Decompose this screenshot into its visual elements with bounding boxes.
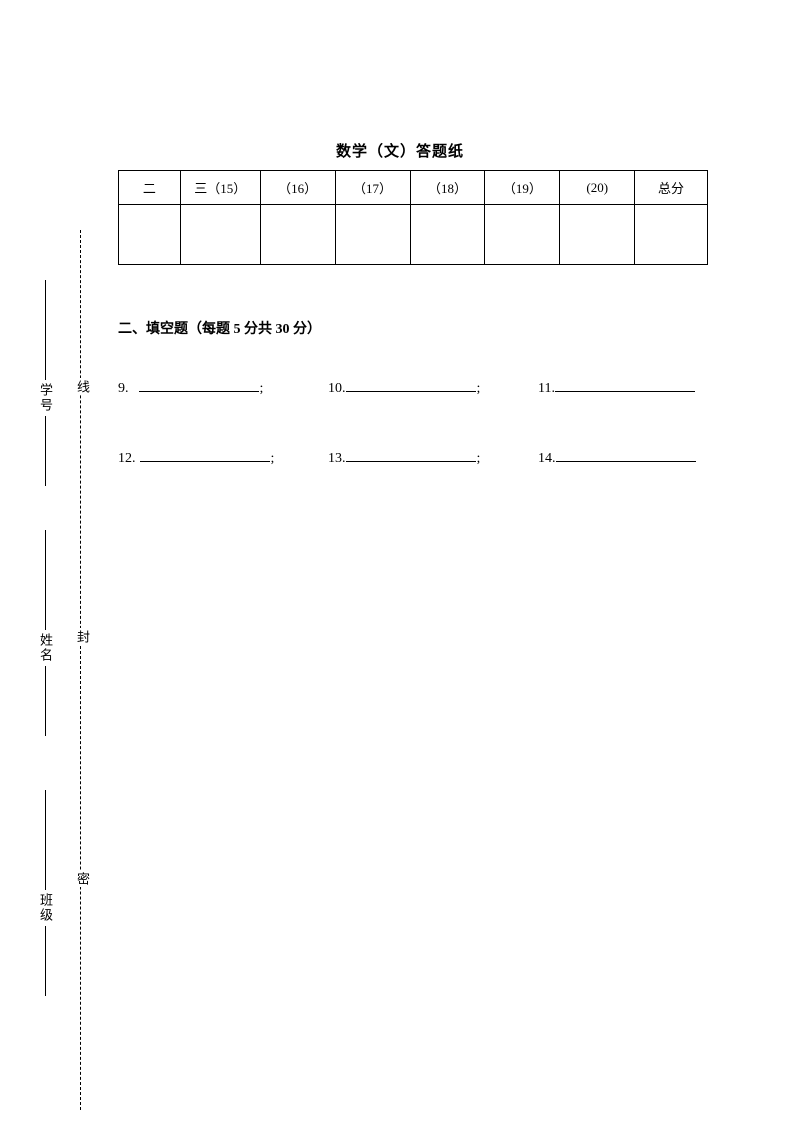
answer-underline (555, 378, 695, 392)
th-0: 二 (119, 171, 181, 205)
id-column-name: 姓名 (36, 530, 55, 736)
answer-underline (139, 378, 259, 392)
question-number: 13. (328, 451, 346, 467)
cell-blank (260, 205, 335, 265)
blank-item: 11. (538, 378, 696, 397)
th-2: （16） (260, 171, 335, 205)
blank-item: 13. ; (328, 448, 538, 467)
semicolon: ; (271, 451, 275, 467)
blanks-row-1: 9. ; 10. ; 11. (118, 378, 718, 397)
th-3: （17） (335, 171, 410, 205)
id-column-class: 班级 (36, 790, 55, 996)
label-student-number: 学号 (36, 383, 55, 413)
seal-label-seal: 封 (73, 628, 92, 645)
vrule (45, 280, 46, 380)
cell-blank (335, 205, 410, 265)
id-column-student-number: 学号 (36, 280, 55, 486)
blank-item: 14. (538, 448, 697, 467)
question-number: 14. (538, 451, 556, 467)
semicolon: ; (477, 451, 481, 467)
vrule (45, 790, 46, 890)
th-6: (20) (560, 171, 635, 205)
cell-blank (410, 205, 485, 265)
th-7: 总分 (635, 171, 708, 205)
label-class: 班级 (36, 893, 55, 923)
answer-underline (140, 448, 270, 462)
cell-blank (485, 205, 560, 265)
score-table: 二 三（15） （16） （17） （18） （19） (20) 总分 (118, 170, 708, 265)
cell-blank (119, 205, 181, 265)
question-number: 9. (118, 381, 129, 397)
question-number: 10. (328, 381, 346, 397)
vrule (45, 926, 46, 996)
question-number: 12. (118, 451, 136, 467)
semicolon: ; (477, 381, 481, 397)
cell-blank (560, 205, 635, 265)
th-4: （18） (410, 171, 485, 205)
seal-label-thread: 线 (73, 378, 92, 395)
semicolon: ; (260, 381, 264, 397)
seal-dashed-line (80, 230, 81, 1110)
vrule (45, 666, 46, 736)
th-1: 三（15） (180, 171, 260, 205)
section-heading: 二、填空题（每题 5 分共 30 分） (118, 318, 321, 338)
blank-item: 12. ; (118, 448, 328, 467)
answer-underline (556, 448, 696, 462)
table-header-row: 二 三（15） （16） （17） （18） （19） (20) 总分 (119, 171, 708, 205)
answer-underline (346, 378, 476, 392)
th-5: （19） (485, 171, 560, 205)
cell-blank (635, 205, 708, 265)
table-blank-row (119, 205, 708, 265)
answer-underline (346, 448, 476, 462)
page-title: 数学（文）答题纸 (0, 140, 800, 161)
seal-label-secret: 密 (73, 870, 92, 887)
question-number: 11. (538, 381, 555, 397)
vrule (45, 530, 46, 630)
cell-blank (180, 205, 260, 265)
blanks-row-2: 12. ; 13. ; 14. (118, 448, 718, 467)
label-name: 姓名 (36, 633, 55, 663)
vrule (45, 416, 46, 486)
blank-item: 10. ; (328, 378, 538, 397)
blank-item: 9. ; (118, 378, 328, 397)
